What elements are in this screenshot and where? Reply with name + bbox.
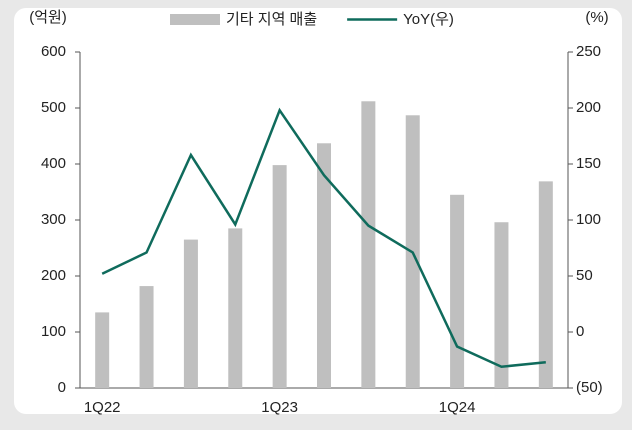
bar (272, 165, 287, 388)
y-tick-label: 400 (41, 155, 66, 172)
y-tick-label: 600 (41, 43, 66, 60)
bar (317, 143, 331, 388)
bar (139, 286, 154, 388)
y-tick-label: 100 (41, 323, 66, 340)
legend-label: 기타 지역 매출 (226, 11, 317, 28)
y2-tick-label: 0 (576, 323, 584, 340)
legend-swatch (170, 14, 220, 25)
y2-tick-label: 200 (576, 99, 601, 116)
y-tick-label: 200 (41, 267, 66, 284)
y-tick-label: 0 (58, 379, 66, 396)
y2-tick-label: 150 (576, 155, 601, 172)
y2-tick-label: 50 (576, 267, 593, 284)
bar (95, 312, 110, 388)
legend-label: YoY(우) (403, 11, 454, 28)
bar (538, 181, 553, 388)
bar (183, 239, 198, 388)
y-axis-unit: (억원) (29, 9, 67, 26)
bar (361, 101, 376, 388)
x-tick-label: 1Q22 (84, 399, 121, 416)
y2-axis-unit: (%) (585, 9, 608, 26)
y2-tick-label: 100 (576, 211, 601, 228)
y-tick-label: 300 (41, 211, 66, 228)
y-tick-label: 500 (41, 99, 66, 116)
y2-tick-label: (50) (576, 379, 603, 396)
x-tick-label: 1Q23 (261, 399, 298, 416)
bar (450, 194, 465, 388)
bar (228, 228, 243, 388)
bar (494, 222, 509, 388)
line (101, 107, 546, 368)
x-tick-label: 1Q24 (439, 399, 476, 416)
y2-tick-label: 250 (576, 43, 601, 60)
